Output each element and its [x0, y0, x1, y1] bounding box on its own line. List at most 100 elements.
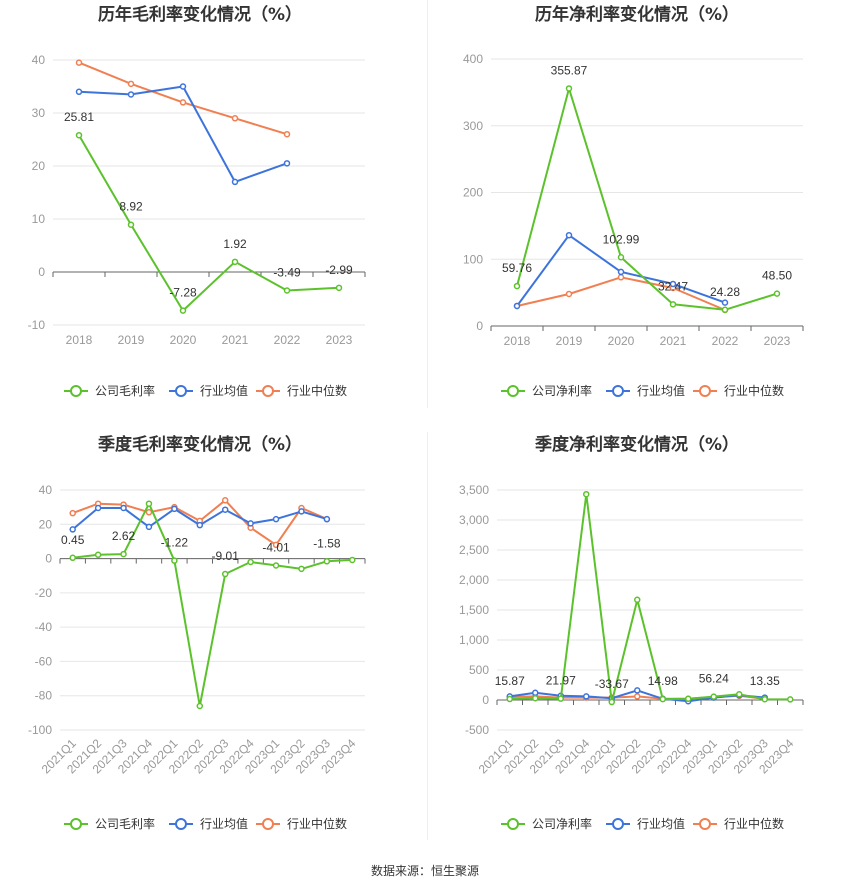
- data-point-company[interactable]: [710, 693, 717, 700]
- data-point-company[interactable]: [323, 558, 331, 565]
- y-tick-label: 300: [463, 119, 483, 133]
- legend-item-industry_avg[interactable]: 行业均值: [606, 816, 685, 831]
- data-point-industry_avg[interactable]: [513, 302, 521, 310]
- data-point-company[interactable]: [513, 282, 521, 290]
- data-point-industry_median[interactable]: [145, 509, 153, 516]
- data-point-company[interactable]: [669, 301, 677, 308]
- data-point-company[interactable]: [75, 131, 83, 139]
- data-point-industry_avg[interactable]: [669, 280, 677, 288]
- data-point-company[interactable]: [196, 702, 204, 710]
- legend-label: 公司净利率: [532, 816, 592, 831]
- data-point-industry_avg[interactable]: [120, 504, 127, 512]
- data-point-company[interactable]: [736, 691, 743, 698]
- legend-swatch-marker: [70, 385, 82, 397]
- data-point-industry_avg[interactable]: [634, 687, 641, 694]
- y-tick-label: 10: [32, 212, 46, 226]
- legend-item-company[interactable]: 公司毛利率: [64, 383, 155, 398]
- legend-item-industry_median[interactable]: 行业中位数: [693, 383, 784, 398]
- data-point-industry_avg[interactable]: [532, 689, 539, 697]
- data-point-company[interactable]: [608, 698, 615, 706]
- data-point-company[interactable]: [532, 694, 539, 702]
- data-point-company[interactable]: [127, 221, 135, 228]
- data-point-industry_avg[interactable]: [283, 160, 291, 167]
- data-point-company[interactable]: [565, 85, 573, 92]
- legend-item-industry_median[interactable]: 行业中位数: [693, 816, 784, 831]
- data-point-company[interactable]: [761, 695, 768, 703]
- data-point-industry_avg[interactable]: [323, 515, 331, 523]
- data-point-company[interactable]: [171, 557, 178, 564]
- data-label: 8.92: [119, 200, 143, 214]
- data-point-industry_median[interactable]: [617, 274, 625, 281]
- data-point-company[interactable]: [349, 556, 356, 564]
- data-point-industry_median[interactable]: [283, 130, 291, 138]
- quarterly-net-margin-chart: 季度净利率变化情况（%） -500 0 500 1,000 1,500 2,000 2,500…: [459, 434, 804, 831]
- data-point-industry_median[interactable]: [127, 80, 135, 88]
- legend-item-company[interactable]: 公司净利率: [501, 383, 592, 398]
- data-point-industry_avg[interactable]: [721, 299, 729, 306]
- legend-item-industry_median[interactable]: 行业中位数: [256, 383, 347, 398]
- data-point-industry_avg[interactable]: [617, 268, 625, 276]
- data-point-industry_median[interactable]: [634, 693, 641, 700]
- chart-panel-annual-net: 历年净利率变化情况（%） 0 100 200 300 400 2018 2019 2020 202…: [437, 0, 850, 430]
- data-point-company[interactable]: [583, 490, 590, 498]
- data-point-company[interactable]: [298, 565, 305, 573]
- data-point-company[interactable]: [787, 696, 794, 703]
- data-point-company[interactable]: [94, 551, 102, 559]
- data-point-company[interactable]: [120, 550, 127, 558]
- legend-item-industry_avg[interactable]: 行业均值: [169, 383, 248, 398]
- data-point-company[interactable]: [335, 284, 343, 292]
- data-point-industry_avg[interactable]: [171, 505, 178, 513]
- data-point-company[interactable]: [773, 290, 781, 297]
- data-point-company[interactable]: [231, 258, 239, 266]
- data-point-industry_median[interactable]: [75, 59, 83, 66]
- data-point-company[interactable]: [659, 695, 666, 703]
- legend-swatch-marker: [507, 818, 519, 830]
- data-point-company[interactable]: [634, 596, 641, 604]
- data-point-company[interactable]: [145, 500, 153, 507]
- data-point-industry_avg[interactable]: [247, 520, 254, 527]
- data-point-industry_median[interactable]: [231, 115, 239, 122]
- data-point-industry_avg[interactable]: [583, 693, 590, 700]
- data-point-industry_avg[interactable]: [196, 521, 204, 529]
- data-point-company[interactable]: [272, 562, 280, 569]
- data-point-company[interactable]: [721, 306, 729, 314]
- data-point-industry_median[interactable]: [69, 509, 76, 517]
- data-point-industry_avg[interactable]: [127, 91, 135, 98]
- legend-item-industry_avg[interactable]: 行业均值: [169, 816, 248, 831]
- y-tick-label: -60: [35, 654, 53, 668]
- data-point-company[interactable]: [557, 695, 564, 702]
- data-point-company[interactable]: [221, 570, 229, 578]
- legend-label: 行业均值: [200, 383, 248, 398]
- data-point-company[interactable]: [685, 695, 692, 703]
- data-point-industry_avg[interactable]: [221, 506, 229, 513]
- data-label: -4.01: [262, 540, 290, 554]
- data-point-industry_avg[interactable]: [565, 231, 573, 239]
- data-point-company[interactable]: [69, 554, 76, 562]
- data-point-industry_avg[interactable]: [231, 178, 239, 186]
- data-point-industry_median[interactable]: [565, 290, 573, 298]
- chart-panel-quarterly-gross: 季度毛利率变化情况（%） -100 -80 -60 -40 -20 0 20 40 2021Q1 2…: [0, 430, 425, 860]
- data-point-company[interactable]: [617, 254, 625, 261]
- legend-item-company[interactable]: 公司净利率: [501, 816, 592, 831]
- data-label: 14.98: [648, 674, 678, 688]
- x-tick-label: 2021: [222, 333, 249, 347]
- data-point-company[interactable]: [506, 695, 513, 703]
- data-point-industry_avg[interactable]: [179, 83, 187, 90]
- data-point-industry_avg[interactable]: [272, 515, 280, 523]
- data-label: 2.62: [112, 529, 136, 543]
- data-point-industry_median[interactable]: [221, 497, 229, 504]
- legend-item-company[interactable]: 公司毛利率: [64, 816, 155, 831]
- data-point-industry_avg[interactable]: [94, 504, 102, 512]
- legend-item-industry_avg[interactable]: 行业均值: [606, 383, 685, 398]
- data-point-industry_median[interactable]: [272, 541, 280, 549]
- data-label: 48.50: [762, 269, 792, 283]
- data-point-company[interactable]: [179, 307, 187, 314]
- data-point-industry_avg[interactable]: [75, 88, 83, 96]
- legend-item-industry_median[interactable]: 行业中位数: [256, 816, 347, 831]
- data-point-company[interactable]: [247, 558, 254, 566]
- data-point-industry_median[interactable]: [179, 99, 187, 106]
- data-point-industry_avg[interactable]: [145, 523, 153, 531]
- data-point-industry_avg[interactable]: [298, 508, 305, 515]
- data-point-industry_avg[interactable]: [69, 526, 76, 533]
- data-point-company[interactable]: [283, 287, 291, 294]
